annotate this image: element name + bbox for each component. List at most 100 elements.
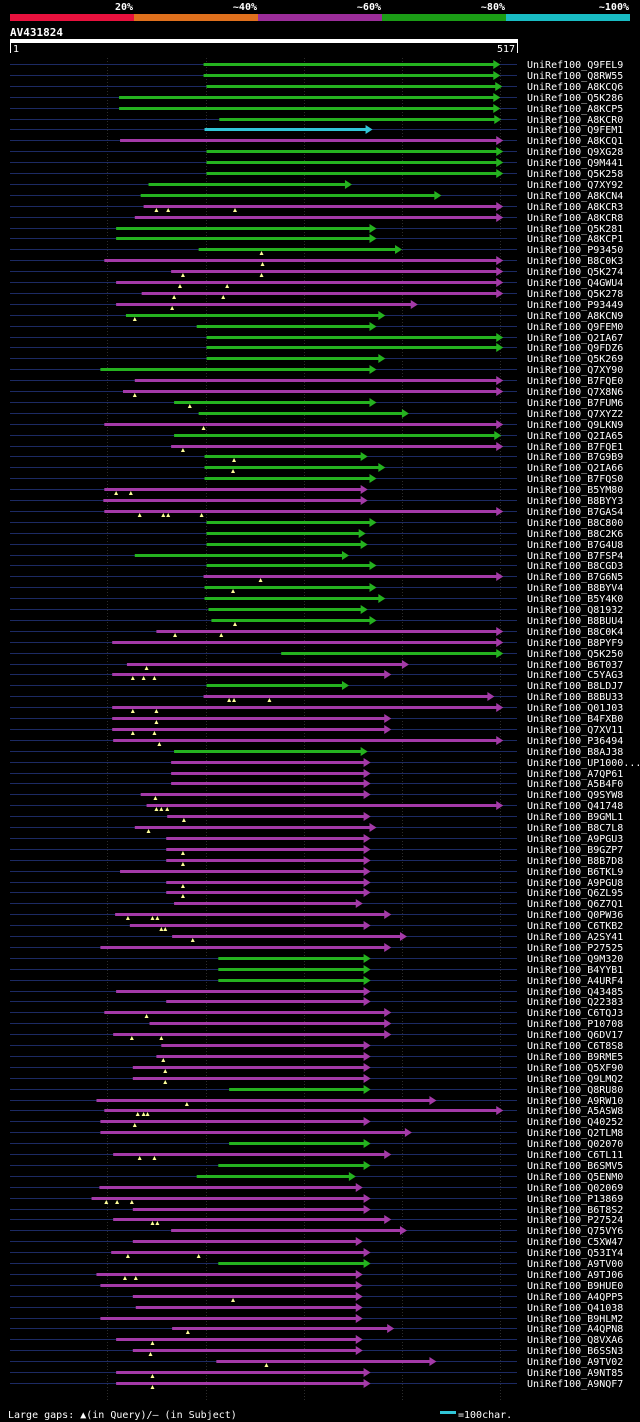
hit-bar: [204, 586, 371, 589]
identity-color-scale: 20% ~40% ~60% ~80% ~100%: [10, 2, 630, 21]
hit-row: UniRef100_Q5K274: [10, 267, 623, 278]
hit-row: UniRef100_Q5K269: [10, 354, 623, 365]
hit-row: UniRef100_Q7X8N6: [10, 387, 623, 398]
hit-label: UniRef100_Q41748: [527, 801, 623, 812]
hit-bar: [174, 750, 362, 753]
hit-label: UniRef100_A9PGU3: [527, 834, 623, 845]
query-gap-marker: [231, 469, 236, 473]
hit-arrowhead: [496, 507, 504, 516]
hit-arrowhead: [493, 60, 501, 69]
hit-arrowhead: [363, 1161, 371, 1170]
query-gap-marker: [132, 317, 137, 321]
hit-bar: [204, 466, 380, 469]
hit-arrowhead: [341, 551, 349, 560]
hit-arrowhead: [401, 409, 409, 418]
hit-bar: [204, 597, 380, 600]
hit-label: UniRef100_B6T8S2: [527, 1205, 623, 1216]
hit-label: UniRef100_P93449: [527, 300, 623, 311]
hit-bar: [113, 1153, 386, 1156]
hit-arrowhead: [495, 82, 503, 91]
hit-label: UniRef100_C6TQJ3: [527, 1008, 623, 1019]
hit-bar: [148, 183, 346, 186]
hit-bar: [166, 891, 365, 894]
hit-arrowhead: [496, 572, 504, 581]
hit-row: UniRef100_Q2IA65: [10, 431, 623, 442]
query-gap-marker: [196, 1254, 201, 1258]
hit-bar: [132, 1208, 365, 1211]
hit-arrowhead: [399, 1226, 407, 1235]
hit-bar: [206, 85, 497, 88]
hit-bar: [206, 346, 498, 349]
hit-row: UniRef100_Q5K250: [10, 649, 623, 660]
hit-label: UniRef100_Q02070: [527, 1139, 623, 1150]
hit-row: UniRef100_Q8RU80: [10, 1085, 623, 1096]
hit-bar: [116, 1338, 357, 1341]
query-gap-marker: [199, 513, 204, 517]
hit-bar: [143, 205, 498, 208]
hit-row: UniRef100_Q0PW36: [10, 910, 623, 921]
hit-label: UniRef100_B7G4U8: [527, 540, 623, 551]
hit-label: UniRef100_B8C0K4: [527, 627, 623, 638]
hit-bar: [116, 237, 371, 240]
hit-row: UniRef100_Q5K278: [10, 289, 623, 300]
hit-bar: [218, 968, 365, 971]
hit-row: UniRef100_Q9LKN9: [10, 420, 623, 431]
hit-label: UniRef100_B6T037: [527, 660, 623, 671]
hit-label: UniRef100_A9RW10: [527, 1096, 623, 1107]
hit-label: UniRef100_B5YM80: [527, 485, 623, 496]
query-gap-marker: [150, 1385, 155, 1389]
hit-row: UniRef100_Q5K281: [10, 224, 623, 235]
hit-arrowhead: [494, 431, 502, 440]
hit-label: UniRef100_B7G6N5: [527, 572, 623, 583]
scale-label: ~80%: [481, 2, 505, 13]
hit-bar: [120, 870, 365, 873]
hit-row: UniRef100_A4QPP5: [10, 1292, 623, 1303]
query-gap-marker: [190, 938, 195, 942]
query-gap-marker: [159, 1036, 164, 1040]
hit-label: UniRef100_Q6Z7Q1: [527, 899, 623, 910]
query-gap-marker: [180, 851, 185, 855]
hit-label: UniRef100_Q9M441: [527, 158, 623, 169]
hit-arrowhead: [363, 1117, 371, 1126]
hit-arrowhead: [355, 1281, 363, 1290]
hit-label: UniRef100_A9PGU8: [527, 878, 623, 889]
query-gap-marker: [157, 742, 162, 746]
scale-segment: [382, 14, 506, 21]
hit-arrowhead: [363, 888, 371, 897]
hit-row: UniRef100_Q9LMQ2: [10, 1074, 623, 1085]
hit-label: UniRef100_P13869: [527, 1194, 623, 1205]
hit-bar: [166, 881, 365, 884]
hit-bar: [104, 423, 498, 426]
hit-row: UniRef100_Q40252: [10, 1117, 623, 1128]
hit-arrowhead: [358, 529, 366, 538]
hit-arrowhead: [384, 1030, 392, 1039]
hit-bar: [116, 281, 498, 284]
hit-bar: [129, 924, 365, 927]
hit-label: UniRef100_UP1000...: [527, 758, 640, 769]
hit-row: UniRef100_B4FXB0: [10, 714, 623, 725]
hit-label: UniRef100_Q7X8N6: [527, 387, 623, 398]
hit-label: UniRef100_A2SY41: [527, 932, 623, 943]
hit-label: UniRef100_Q5K278: [527, 289, 623, 300]
hit-label: UniRef100_Q9SYW8: [527, 790, 623, 801]
hit-row: UniRef100_A7QP61: [10, 769, 623, 780]
hit-row: UniRef100_B8C0K4: [10, 627, 623, 638]
hit-row: UniRef100_C5YAG3: [10, 670, 623, 681]
hit-arrowhead: [355, 1183, 363, 1192]
hit-bar: [171, 772, 365, 775]
hit-label: UniRef100_B7GAS4: [527, 507, 623, 518]
hit-row: UniRef100_C6TQJ3: [10, 1008, 623, 1019]
hit-row: UniRef100_Q9M441: [10, 158, 623, 169]
hit-label: UniRef100_B8B7D8: [527, 856, 623, 867]
query-gap-marker: [180, 273, 185, 277]
hit-label: UniRef100_Q40252: [527, 1117, 623, 1128]
hit-arrowhead: [363, 1368, 371, 1377]
hit-bar: [104, 510, 498, 513]
hit-label: UniRef100_Q9FEM1: [527, 125, 623, 136]
query-gap-marker: [225, 284, 230, 288]
hit-arrowhead: [360, 496, 368, 505]
hit-arrowhead: [496, 256, 504, 265]
hit-arrowhead: [384, 1150, 392, 1159]
hit-label: UniRef100_Q81932: [527, 605, 623, 616]
query-gap-marker: [159, 927, 164, 931]
